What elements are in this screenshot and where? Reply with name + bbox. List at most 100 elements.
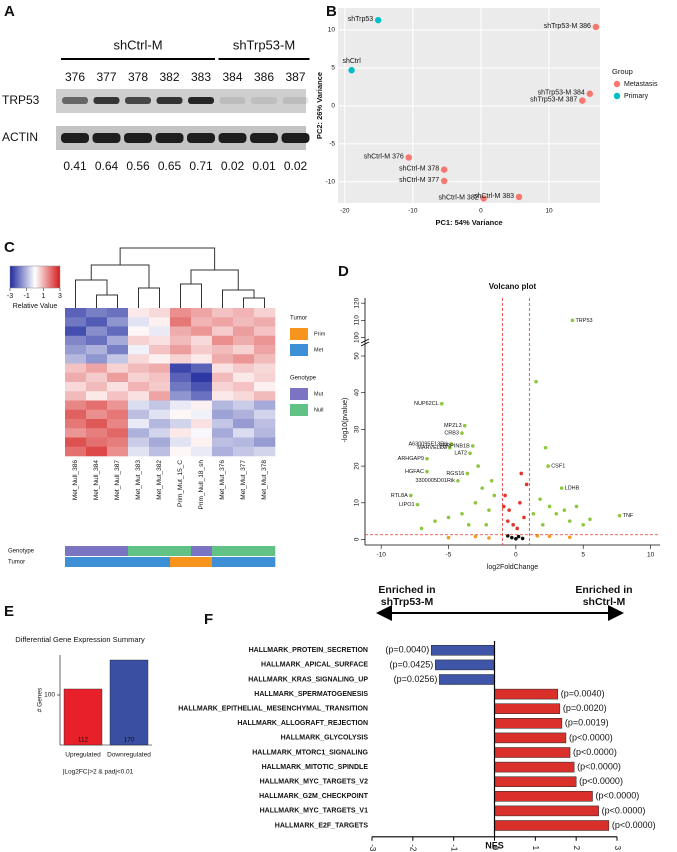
legend-label: Null [314,407,323,413]
point [348,67,355,74]
point-label: shTrp53-M 384 [538,90,585,97]
x-tick-label: Upregulated [65,752,101,759]
column-label: Met_Null_387 [114,460,121,500]
point-label: LAT2 [454,451,467,457]
y-axis-title: -log10(pvalue) [342,398,349,443]
x-axis-title: log2FoldChange [487,564,538,571]
heatmap-cell [170,326,192,337]
heatmap-cell [128,308,150,318]
heatmap-cell [86,335,108,346]
p-label: (p=0.0425) [389,659,433,669]
bar [494,791,593,802]
trp53-band [188,97,214,104]
heatmap-cell [86,437,108,448]
tumor-cell [254,557,276,567]
p-label: (p<0.0000) [577,761,621,771]
point-label: shCtrl-M 383 [474,193,514,200]
genotype-cell [254,546,276,556]
group-label: shCtrl-M [113,37,162,52]
bar [439,674,495,685]
point [567,519,572,523]
p-label: (p=0.0256) [394,674,438,684]
heatmap-cell [149,382,171,392]
heatmap-cell [170,363,192,374]
x-axis-title: NES [485,840,504,850]
heatmap-cell [233,400,255,411]
axis-break [360,338,370,347]
x-tick-label: 0 [490,846,499,851]
heatmap-cell [212,308,234,318]
heatmap-cell [212,409,234,420]
point [446,535,451,540]
x-tick-label: 2 [572,846,581,851]
quant-label: 0.02 [284,159,308,173]
heatmap-cell [149,419,171,429]
category-label: HALLMARK_E2F_TARGETS [275,822,369,829]
dendrogram [190,269,239,290]
point [538,497,542,501]
genotype-cell [128,546,150,556]
point-label: shTrp53-M 387 [530,96,577,103]
heatmap-cell [86,382,108,392]
lane-label: 387 [285,70,305,84]
x-tick-label: Downregulated [107,752,151,759]
point [511,523,515,527]
heatmap-cell [128,382,150,392]
y-axis-title: # Genes [37,687,44,712]
category-label: HALLMARK_ALLOGRAFT_REJECTION [237,720,368,727]
heatmap-cell [86,326,108,337]
heatmap-cell [212,326,234,337]
heatmap-cell [233,354,255,364]
point-label: shCtrl-M 378 [399,165,439,172]
column-label: Met_Mut_376 [219,460,226,500]
y-tick-label: 10 [328,27,336,34]
point-label: shCtrl-M 376 [364,153,404,160]
legend-swatch [290,344,308,356]
heatmap-cell [233,326,255,337]
p-label: (p<0.0000) [569,732,613,742]
point-label: RGS16 [446,471,464,477]
column-label: Met_Null_384 [93,460,100,500]
point [574,504,579,509]
heatmap-cell [149,308,171,318]
heatmap-cell [191,372,213,383]
heatmap-cell [128,446,150,457]
heatmap-cell [107,428,129,438]
legend-title: Genotype [290,376,317,382]
point [518,500,522,505]
trp53-band [282,97,309,104]
category-label: HALLMARK_MYC_TARGETS_V1 [260,808,368,815]
heatmap-cell [170,428,192,438]
quant-label: 0.02 [221,159,245,173]
column-label: Met_Mut_383 [135,460,142,500]
legend-label: Prim [314,331,326,337]
x-tick-label: 3 [613,846,622,851]
heatmap-cell [149,391,171,401]
heatmap-cell [212,372,234,383]
dendrogram [243,297,265,308]
heatmap-cell [86,372,108,383]
dendrogram [75,279,108,308]
point [581,523,586,527]
y-tick-label: 100 [354,332,361,343]
y-tick-label: 100 [44,692,55,699]
y-axis-title: PC2: 26% Variance [315,72,324,139]
point [439,401,444,406]
heatmap-cell [233,335,255,346]
p-label: (p=0.0019) [565,718,609,728]
panel-label: F [204,611,213,628]
point [522,515,526,520]
heatmap-cell [233,437,255,448]
value-label: 170 [124,737,135,744]
heatmap-cell [107,345,129,355]
heatmap-cell [128,428,150,438]
actin-band [281,133,310,143]
category-label: HALLMARK_MTORC1_SIGNALING [252,749,368,756]
scale-tick-label: -3 [7,293,13,300]
heatmap-cell [212,382,234,392]
point [562,508,567,512]
heatmap-cell [107,354,129,364]
point [433,519,437,523]
heatmap-cell [212,317,234,327]
